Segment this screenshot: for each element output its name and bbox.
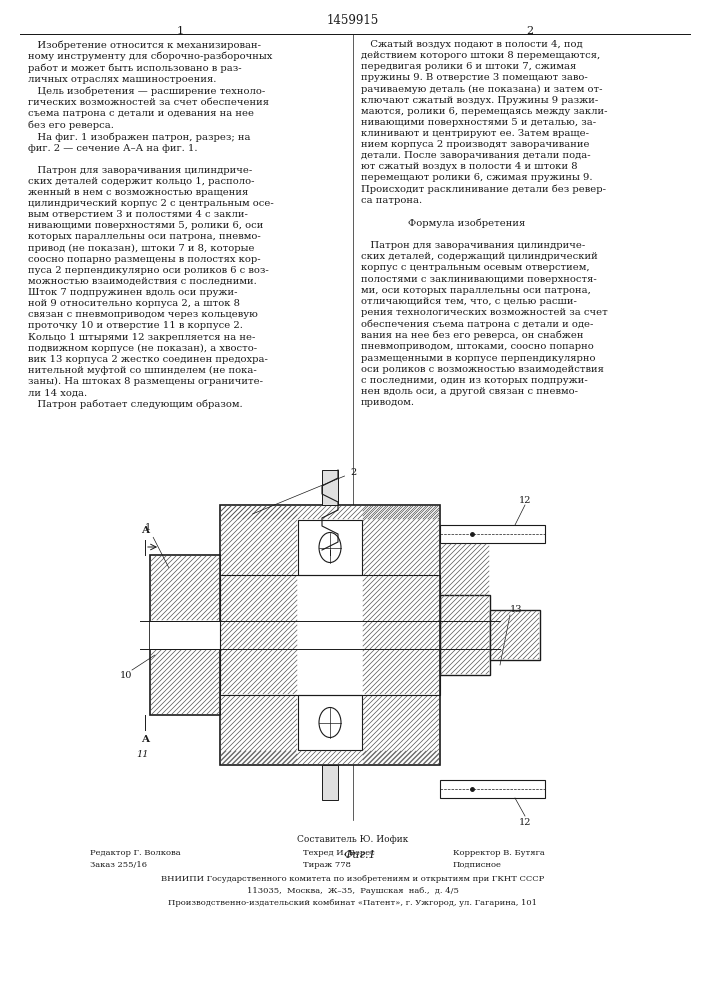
Ellipse shape	[319, 708, 341, 738]
Text: Сжатый воздух подают в полости 4, под
действием которого штоки 8 перемещаются,
п: Сжатый воздух подают в полости 4, под де…	[361, 40, 608, 407]
Bar	[440, 525, 545, 543]
Text: Подписное: Подписное	[453, 861, 502, 869]
Text: Фиг.1: Фиг.1	[344, 850, 376, 860]
Text: Техред И. Верес: Техред И. Верес	[303, 849, 375, 857]
Bar	[490, 610, 540, 660]
Text: 12: 12	[519, 818, 531, 827]
Text: Изобретение относится к механизирован-
ному инструменту для сборочно-разборочных: Изобретение относится к механизирован- н…	[28, 40, 274, 409]
Text: Составитель Ю. Иофик: Составитель Ю. Иофик	[298, 835, 409, 844]
Text: 2: 2	[527, 26, 534, 36]
Text: 10: 10	[119, 670, 132, 680]
Text: ВНИИПИ Государственного комитета по изобретениям и открытиям при ГКНТ СССР: ВНИИПИ Государственного комитета по изоб…	[161, 875, 544, 883]
Bar	[298, 695, 362, 750]
Text: 1459915: 1459915	[327, 14, 379, 27]
Text: 1: 1	[177, 26, 184, 36]
Text: 11: 11	[136, 750, 149, 759]
Bar	[440, 780, 545, 798]
Ellipse shape	[319, 532, 341, 562]
Text: 2: 2	[252, 468, 356, 514]
Text: Тираж 778: Тираж 778	[303, 861, 351, 869]
Bar	[298, 520, 362, 575]
Bar	[220, 505, 440, 765]
Text: 13: 13	[510, 605, 522, 614]
Text: 1: 1	[145, 523, 169, 568]
Text: Производственно-издательский комбинат «Патент», г. Ужгород, ул. Гагарина, 101: Производственно-издательский комбинат «П…	[168, 899, 537, 907]
Bar	[220, 575, 440, 695]
Text: Редактор Г. Волкова: Редактор Г. Волкова	[90, 849, 180, 857]
Text: Заказ 255/16: Заказ 255/16	[90, 861, 147, 869]
Text: 113035,  Москва,  Ж–35,  Раушская  наб.,  д. 4/5: 113035, Москва, Ж–35, Раушская наб., д. …	[247, 887, 459, 895]
Bar	[150, 621, 220, 649]
Text: 12: 12	[519, 496, 531, 505]
Text: A: A	[141, 526, 149, 535]
Text: A: A	[141, 735, 149, 744]
Bar	[322, 470, 338, 505]
Text: Корректор В. Бутяга: Корректор В. Бутяга	[453, 849, 545, 857]
Bar	[150, 555, 220, 715]
Bar	[322, 765, 338, 800]
Bar	[440, 595, 490, 675]
